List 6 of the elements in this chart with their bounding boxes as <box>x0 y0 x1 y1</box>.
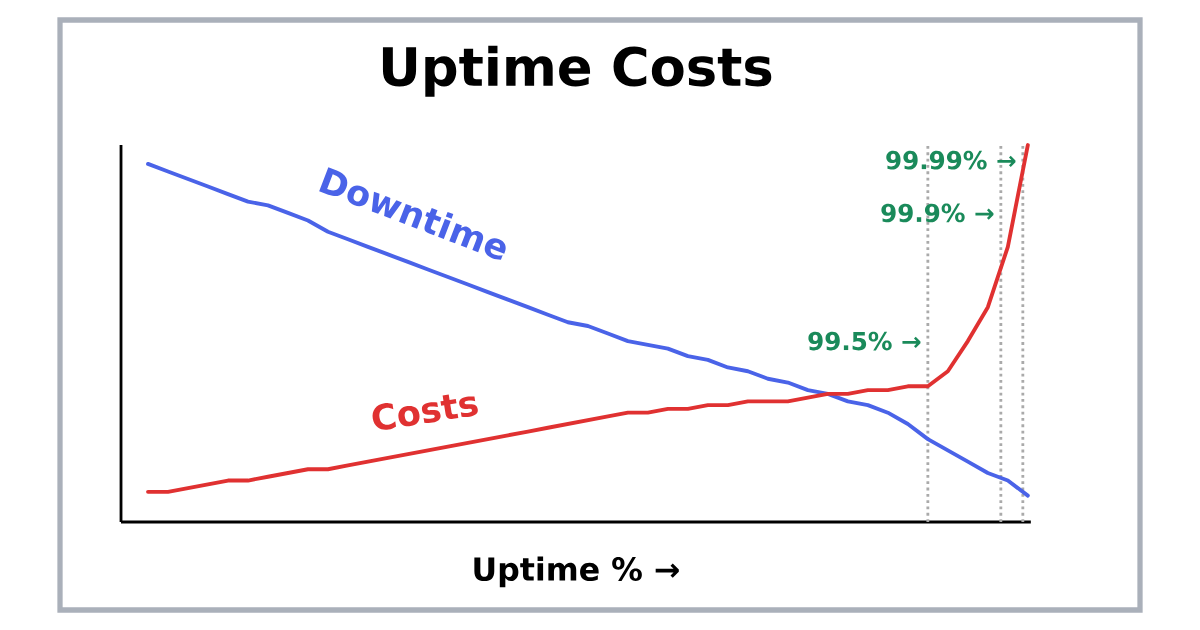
annotation: 99.9% → <box>881 203 994 223</box>
chart-title: Uptime Costs <box>382 45 772 97</box>
text: Costs <box>372 394 478 430</box>
annotation: 99.99% → <box>886 150 1016 170</box>
annotation: 99.5% → <box>808 331 921 351</box>
x-axis-title: Uptime % → <box>474 556 679 588</box>
